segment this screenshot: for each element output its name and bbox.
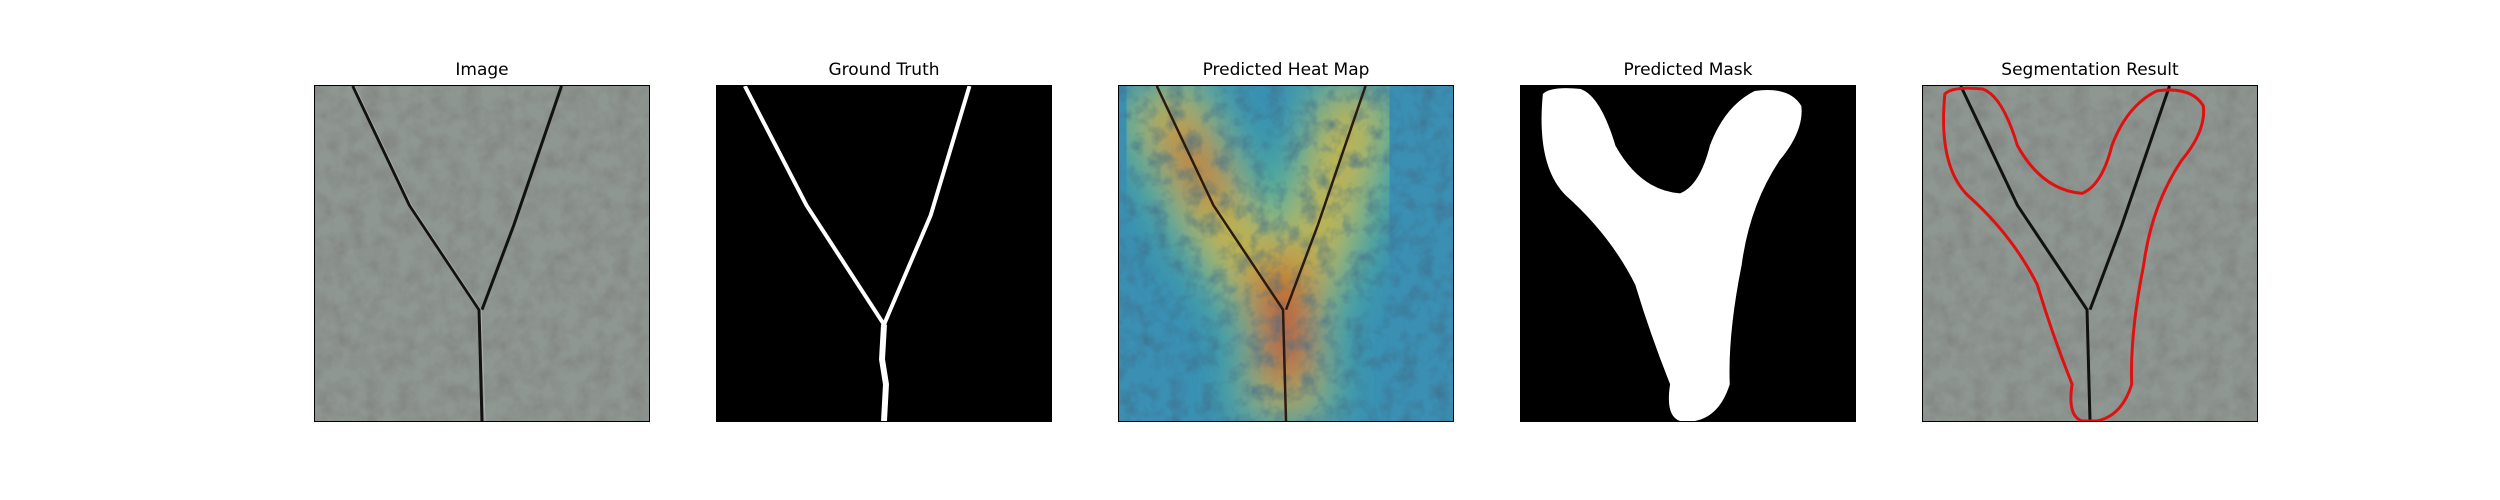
panel-image (314, 85, 650, 422)
panel-title-predicted-heat-map: Predicted Heat Map (1202, 60, 1370, 80)
panel-predicted-mask (1520, 85, 1856, 422)
panel-predicted-heat-map (1118, 85, 1454, 422)
panel-ground-truth (716, 85, 1052, 422)
panel-title-segmentation-result: Segmentation Result (2001, 60, 2179, 80)
panel-title-image: Image (455, 60, 509, 80)
panel-title-ground-truth: Ground Truth (828, 60, 940, 80)
panel-title-predicted-mask: Predicted Mask (1623, 60, 1753, 80)
panel-segmentation-result (1922, 85, 2258, 422)
